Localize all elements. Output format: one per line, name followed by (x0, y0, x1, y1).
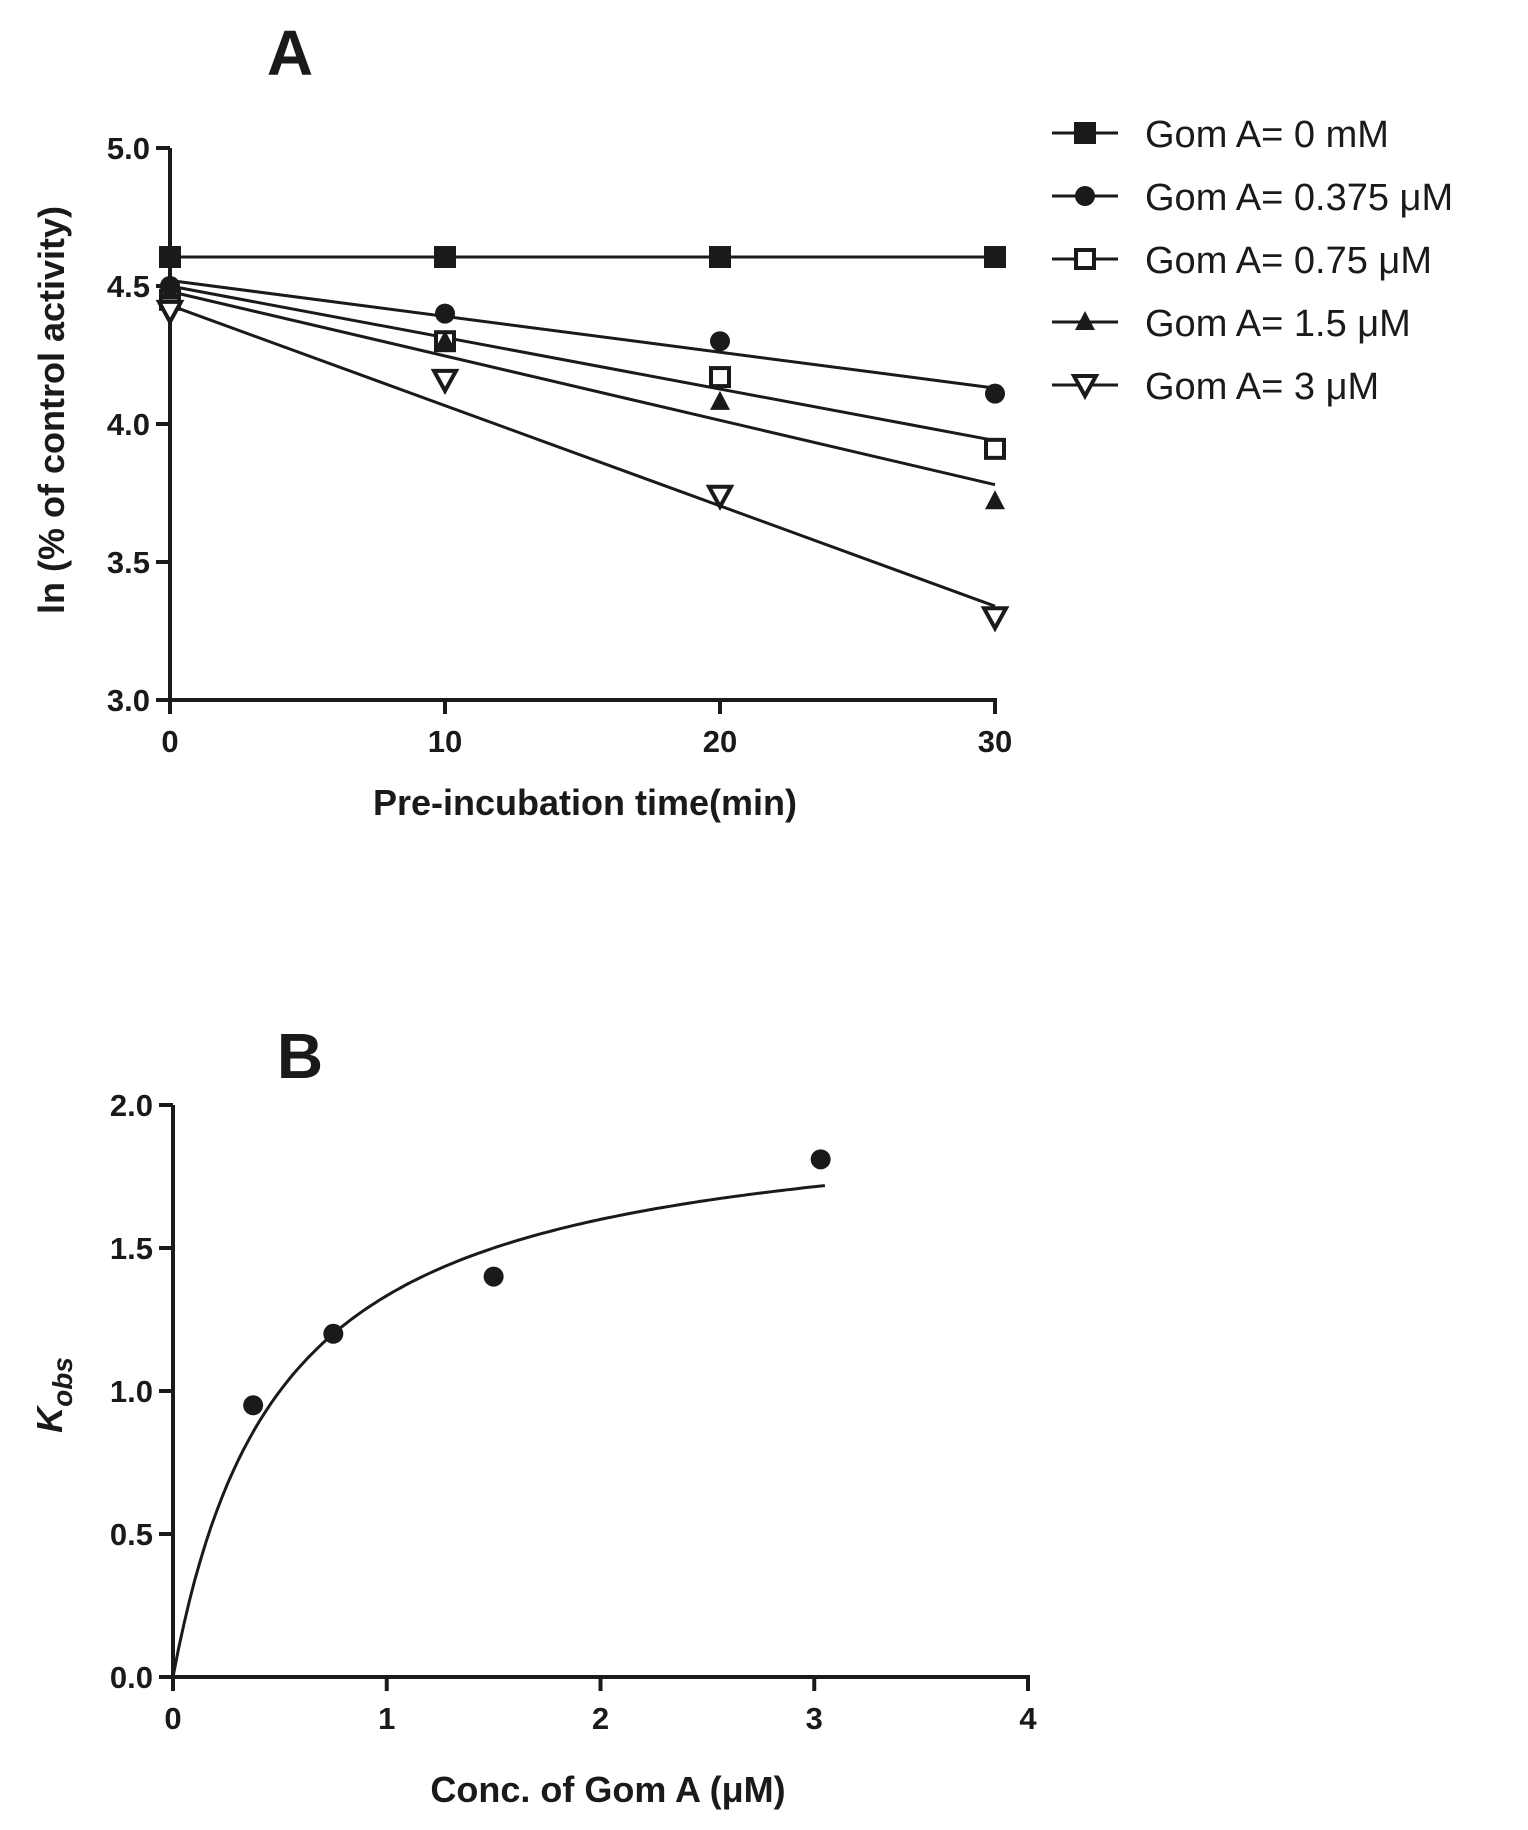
panel-a-letter: A (267, 17, 313, 89)
panel-b-y-ticks: 0.0 0.5 1.0 1.5 2.0 (110, 1088, 173, 1695)
legend-marker-4 (1070, 374, 1100, 401)
panel-a-point-s3-1 (435, 330, 455, 350)
panel-a-x-ticks: 0 10 20 30 (161, 700, 1012, 759)
legend-label-4: Gom A= 3 μM (1145, 366, 1379, 408)
legend-marker-0 (1074, 122, 1096, 144)
panel-b-letter: B (277, 1020, 323, 1092)
panel-b-point-2 (483, 1266, 504, 1287)
panel-a-point-s4-1 (430, 368, 460, 395)
panel-a-data-points (155, 246, 1010, 633)
panel-a-fit-line-2 (169, 284, 996, 443)
panel-b-y-tick-label: 1.0 (110, 1374, 153, 1409)
panel-a-point-s2-2 (709, 366, 731, 389)
panel-b-fit-curve-path (171, 1184, 826, 1678)
panel-a-y-tick-label: 4.0 (107, 407, 150, 442)
panel-a-fit-line-4 (169, 303, 996, 608)
panel-a-legend: Gom A= 0 mM Gom A= 0.375 μM Gom A= 0.75 μM… (1052, 114, 1453, 408)
legend-label-0: Gom A= 0 mM (1145, 114, 1389, 156)
panel-b-x-tick-label: 1 (378, 1701, 395, 1736)
panel-a-y-tick-label: 3.5 (107, 545, 150, 580)
panel-a-point-s0-0 (159, 246, 181, 269)
panel-a-point-s0-3 (984, 246, 1006, 269)
panel-b-x-tick-label: 0 (164, 1701, 181, 1736)
panel-a-x-tick-label: 20 (703, 724, 737, 759)
panel-a-point-s3-3 (985, 490, 1005, 510)
panel-b-y-tick-label: 0.0 (110, 1660, 153, 1695)
panel-b-fit-curve (171, 1184, 826, 1678)
panel-b-point-1 (323, 1323, 344, 1344)
panel-a-point-s4-3 (980, 606, 1010, 633)
panel-a-fit-line-3 (169, 290, 996, 487)
panel-a-point-s0-1 (434, 246, 456, 269)
panel-b: B 0.0 0.5 1.0 1.5 2.0 0 1 2 3 4 Conc. of Gom A (… (29, 1020, 1037, 1810)
panel-a-y-axis-title: ln (% of control activity) (31, 206, 72, 614)
panel-b-x-tick-label: 4 (1019, 1701, 1037, 1736)
panel-b-x-ticks: 0 1 2 3 4 (164, 1677, 1037, 1736)
panel-a-x-tick-label: 30 (978, 724, 1012, 759)
panel-a-y-tick-label: 4.5 (107, 269, 150, 304)
panel-a-point-s1-3 (985, 383, 1005, 404)
panel-b-x-tick-label: 2 (592, 1701, 609, 1736)
panel-a-x-tick-label: 0 (161, 724, 178, 759)
panel-b-y-tick-label: 1.5 (110, 1231, 153, 1266)
panel-a-axes (168, 148, 997, 702)
panel-a-point-s4-0 (155, 299, 185, 326)
panel-a-point-s3-0 (160, 280, 180, 300)
legend-label-3: Gom A= 1.5 μM (1145, 303, 1411, 345)
panel-a: A 3.0 3.5 4.0 4.5 5.0 0 10 20 30 Pre-incubation… (31, 17, 1453, 823)
panel-a-point-s4-2 (705, 484, 735, 511)
panel-a-x-axis-title: Pre-incubation time(min) (373, 782, 797, 823)
legend-marker-1 (1075, 186, 1095, 206)
legend-label-2: Gom A= 0.75 μM (1145, 240, 1432, 282)
panel-b-x-tick-label: 3 (806, 1701, 823, 1736)
panel-b-point-3 (810, 1149, 831, 1170)
panel-a-y-tick-label: 5.0 (107, 131, 150, 166)
panel-b-data-points (243, 1149, 831, 1416)
legend-label-1: Gom A= 0.375 μM (1145, 177, 1453, 219)
panel-a-point-s3-2 (710, 390, 730, 410)
panel-b-axes (171, 1105, 1030, 1679)
panel-a-point-s0-2 (709, 246, 731, 269)
panel-a-x-tick-label: 10 (428, 724, 462, 759)
panel-b-y-axis-title: Kobs (29, 1357, 78, 1433)
panel-a-point-s1-2 (710, 331, 730, 352)
panel-a-y-ticks: 3.0 3.5 4.0 4.5 5.0 (107, 131, 170, 718)
panel-b-y-axis-title-main: K (29, 1404, 70, 1433)
panel-a-point-s1-1 (435, 303, 455, 324)
legend-marker-2 (1074, 248, 1096, 270)
panel-b-x-axis-title: Conc. of Gom A (μM) (430, 1769, 785, 1810)
panel-a-fit-lines (169, 255, 996, 608)
panel-a-y-tick-label: 3.0 (107, 683, 150, 718)
panel-b-y-tick-label: 0.5 (110, 1517, 153, 1552)
panel-b-point-0 (243, 1395, 264, 1416)
panel-a-point-s2-3 (984, 437, 1006, 460)
legend-marker-3 (1075, 311, 1095, 330)
panel-b-y-tick-label: 2.0 (110, 1088, 153, 1123)
panel-b-y-axis-title-sub: obs (47, 1357, 78, 1407)
panel-a-fit-line-1 (169, 278, 996, 390)
